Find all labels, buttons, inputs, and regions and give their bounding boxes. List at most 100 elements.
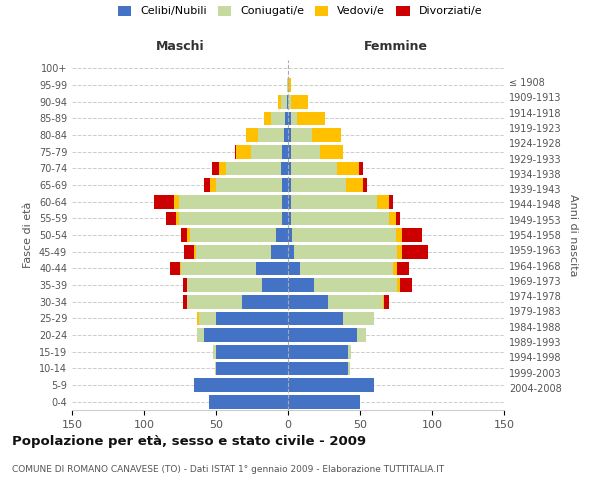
Bar	[197, 312, 199, 325]
Bar	[271, 112, 285, 125]
Bar	[196, 245, 271, 258]
Bar	[199, 312, 216, 325]
Bar	[187, 295, 242, 308]
Bar	[215, 362, 216, 375]
Bar	[262, 278, 288, 292]
Bar	[284, 128, 288, 142]
Bar	[288, 328, 357, 342]
Bar	[288, 212, 291, 225]
Bar	[291, 112, 296, 125]
Bar	[288, 228, 292, 242]
Bar	[343, 312, 374, 325]
Bar	[209, 395, 288, 408]
Bar	[288, 262, 299, 275]
Bar	[291, 178, 346, 192]
Bar	[402, 228, 422, 242]
Bar	[383, 295, 385, 308]
Bar	[288, 378, 374, 392]
Bar	[363, 178, 367, 192]
Bar	[385, 295, 389, 308]
Bar	[256, 262, 288, 275]
Bar	[281, 162, 288, 175]
Bar	[216, 362, 288, 375]
Bar	[291, 128, 313, 142]
Bar	[236, 145, 251, 158]
Bar	[346, 178, 363, 192]
Bar	[396, 228, 402, 242]
Bar	[288, 162, 291, 175]
Bar	[288, 278, 314, 292]
Bar	[251, 145, 282, 158]
Bar	[242, 295, 288, 308]
Bar	[397, 262, 409, 275]
Bar	[226, 162, 281, 175]
Bar	[235, 145, 236, 158]
Bar	[187, 228, 190, 242]
Bar	[397, 278, 400, 292]
Bar	[190, 228, 277, 242]
Bar	[349, 345, 352, 358]
Bar	[288, 245, 294, 258]
Bar	[285, 112, 288, 125]
Bar	[288, 362, 349, 375]
Bar	[170, 262, 180, 275]
Bar	[296, 112, 325, 125]
Bar	[400, 278, 412, 292]
Bar	[213, 345, 216, 358]
Bar	[359, 162, 363, 175]
Bar	[194, 378, 288, 392]
Bar	[263, 112, 271, 125]
Bar	[183, 278, 187, 292]
Bar	[210, 178, 216, 192]
Bar	[288, 78, 291, 92]
Bar	[291, 162, 337, 175]
Bar	[219, 162, 226, 175]
Bar	[288, 195, 291, 208]
Bar	[287, 95, 288, 108]
Bar	[187, 278, 262, 292]
Text: Popolazione per età, sesso e stato civile - 2009: Popolazione per età, sesso e stato civil…	[12, 435, 366, 448]
Bar	[216, 312, 288, 325]
Bar	[205, 178, 210, 192]
Bar	[282, 145, 288, 158]
Bar	[277, 228, 288, 242]
Bar	[246, 128, 258, 142]
Y-axis label: Fasce di età: Fasce di età	[23, 202, 33, 268]
Bar	[216, 178, 282, 192]
Bar	[291, 195, 377, 208]
Bar	[389, 195, 393, 208]
Bar	[299, 262, 393, 275]
Bar	[328, 295, 383, 308]
Bar	[288, 395, 360, 408]
Bar	[194, 245, 196, 258]
Bar	[389, 212, 396, 225]
Bar	[320, 145, 343, 158]
Bar	[337, 162, 359, 175]
Bar	[402, 245, 428, 258]
Text: COMUNE DI ROMANO CANAVESE (TO) - Dati ISTAT 1° gennaio 2009 - Elaborazione TUTTI: COMUNE DI ROMANO CANAVESE (TO) - Dati IS…	[12, 465, 444, 474]
Bar	[181, 262, 256, 275]
Bar	[288, 312, 343, 325]
Bar	[216, 345, 288, 358]
Legend: Celibi/Nubili, Coniugati/e, Vedovi/e, Divorziati/e: Celibi/Nubili, Coniugati/e, Vedovi/e, Di…	[118, 6, 482, 16]
Bar	[349, 362, 350, 375]
Bar	[282, 212, 288, 225]
Bar	[313, 128, 341, 142]
Bar	[258, 128, 284, 142]
Bar	[288, 345, 349, 358]
Bar	[281, 95, 287, 108]
Bar	[282, 178, 288, 192]
Bar	[288, 112, 291, 125]
Bar	[288, 295, 328, 308]
Text: Femmine: Femmine	[364, 40, 428, 52]
Bar	[377, 195, 389, 208]
Bar	[180, 262, 181, 275]
Bar	[183, 295, 187, 308]
Bar	[396, 212, 400, 225]
Bar	[288, 95, 291, 108]
Bar	[314, 278, 397, 292]
Bar	[291, 145, 320, 158]
Bar	[271, 245, 288, 258]
Bar	[174, 195, 179, 208]
Bar	[181, 228, 187, 242]
